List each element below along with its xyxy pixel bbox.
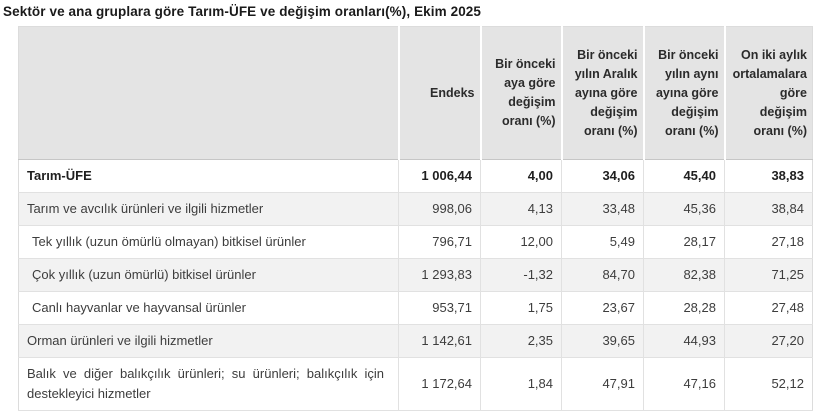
table-row: Orman ürünleri ve ilgili hizmetler 1 142,… <box>18 324 813 358</box>
cell-value: 796,71 <box>398 225 481 259</box>
cell-value: 1,84 <box>480 357 562 411</box>
cell-value: 44,93 <box>643 324 725 358</box>
cell-value: 28,28 <box>643 291 725 325</box>
cell-value: 52,12 <box>724 357 813 411</box>
cell-value: 82,38 <box>643 258 725 292</box>
cell-value: 33,48 <box>561 192 644 226</box>
cell-value: 71,25 <box>724 258 813 292</box>
column-header: Bir önceki aya göre değişim oranı (%) <box>479 26 562 160</box>
cell-value: 45,36 <box>643 192 725 226</box>
cell-value: 38,84 <box>724 192 813 226</box>
cell-value: -1,32 <box>480 258 562 292</box>
cell-value: 1 142,61 <box>398 324 481 358</box>
table-row: Çok yıllık (uzun ömürlü) bitkisel ürünle… <box>18 258 813 292</box>
cell-value: 28,17 <box>643 225 725 259</box>
cell-value: 27,18 <box>724 225 813 259</box>
column-header: Bir önceki yılın Aralık ayına göre değiş… <box>560 26 644 160</box>
cell-value: 12,00 <box>480 225 562 259</box>
table-header: Endeks Bir önceki aya göre değişim oranı … <box>18 26 813 160</box>
row-label: Balık ve diğer balıkçılık ürünleri; su ü… <box>18 357 399 411</box>
table-row: Balık ve diğer balıkçılık ürünleri; su ü… <box>18 357 813 411</box>
cell-value: 27,20 <box>724 324 813 358</box>
cell-value: 2,35 <box>480 324 562 358</box>
cell-value: 39,65 <box>561 324 644 358</box>
cell-value: 5,49 <box>561 225 644 259</box>
column-header: On iki aylık ortalamalara göre değişim o… <box>723 26 813 160</box>
column-header: Bir önceki yılın aynı ayına göre değişim… <box>642 26 725 160</box>
column-header: Endeks <box>397 26 481 160</box>
cell-value: 34,06 <box>561 159 644 193</box>
table-row: Tek yıllık (uzun ömürlü olmayan) bitkise… <box>18 225 813 259</box>
page-title: Sektör ve ana gruplara göre Tarım-ÜFE ve… <box>3 4 482 19</box>
cell-value: 4,00 <box>480 159 562 193</box>
cell-value: 998,06 <box>398 192 481 226</box>
cell-value: 38,83 <box>724 159 813 193</box>
cell-value: 27,48 <box>724 291 813 325</box>
row-label: Tarım ve avcılık ürünleri ve ilgili hizm… <box>18 192 399 226</box>
row-label: Tarım-ÜFE <box>18 159 399 193</box>
row-label: Çok yıllık (uzun ömürlü) bitkisel ürünle… <box>18 258 399 292</box>
cell-value: 84,70 <box>561 258 644 292</box>
row-label: Tek yıllık (uzun ömürlü olmayan) bitkise… <box>18 225 399 259</box>
header-row: Endeks Bir önceki aya göre değişim oranı … <box>18 26 813 160</box>
table-row: Tarım-ÜFE 1 006,44 4,00 34,06 45,40 38,83 <box>18 159 813 193</box>
cell-value: 47,91 <box>561 357 644 411</box>
cell-value: 4,13 <box>480 192 562 226</box>
column-header-sector <box>18 26 399 160</box>
cell-value: 953,71 <box>398 291 481 325</box>
cell-value: 45,40 <box>643 159 725 193</box>
cell-value: 23,67 <box>561 291 644 325</box>
cell-value: 47,16 <box>643 357 725 411</box>
tarim-ufe-table: Endeks Bir önceki aya göre değişim oranı … <box>18 26 813 411</box>
table-row: Tarım ve avcılık ürünleri ve ilgili hizm… <box>18 192 813 226</box>
cell-value: 1,75 <box>480 291 562 325</box>
cell-value: 1 006,44 <box>398 159 481 193</box>
cell-value: 1 172,64 <box>398 357 481 411</box>
row-label: Canlı hayvanlar ve hayvansal ürünler <box>18 291 399 325</box>
table-row: Canlı hayvanlar ve hayvansal ürünler 953,… <box>18 291 813 325</box>
row-label: Orman ürünleri ve ilgili hizmetler <box>18 324 399 358</box>
cell-value: 1 293,83 <box>398 258 481 292</box>
table-body: Tarım-ÜFE 1 006,44 4,00 34,06 45,40 38,83 Tarı… <box>18 159 813 411</box>
